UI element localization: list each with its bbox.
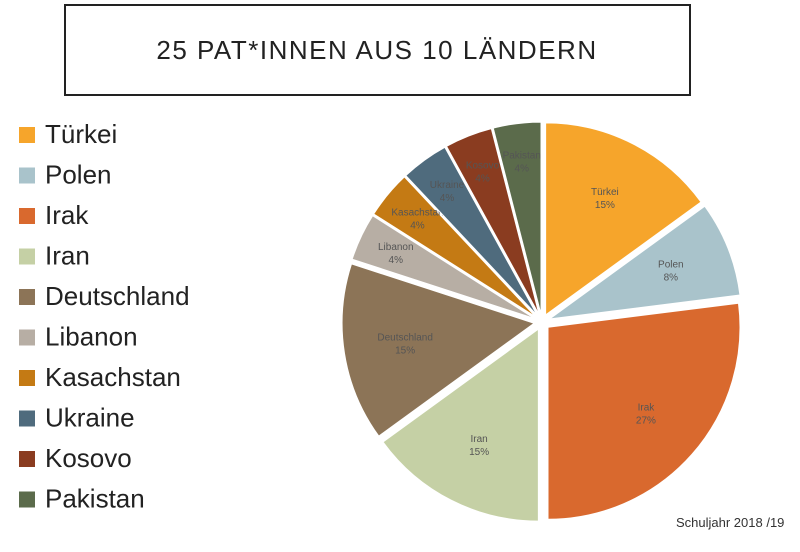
slice-value-label: 15% [595,200,615,211]
slice-value-label: 27% [636,415,656,426]
legend-swatch [19,167,35,184]
legend-label: Irak [45,200,89,230]
slice-value-label: 15% [395,345,415,356]
slice-label: Türkei [591,187,619,198]
slice-label: Pakistan [503,150,541,161]
pie-slice [492,121,542,315]
slice-value-label: 4% [475,173,490,184]
legend-label: Deutschland [45,281,190,311]
slice-value-label: 4% [440,193,455,204]
pie-slice [373,176,537,318]
slice-label: Ukraine [430,180,465,191]
legend-swatch [19,248,35,265]
legend-swatch [19,370,35,386]
slice-value-label: 4% [515,163,530,174]
slice-label: Iran [470,434,487,445]
legend-label: Polen [45,159,112,189]
legend-swatch [19,289,35,305]
legend-swatch [19,491,35,508]
pie-slice [445,127,540,315]
pie-slice [341,263,536,437]
slice-value-label: 8% [664,273,679,284]
legend-label: Iran [45,240,90,270]
slice-value-label: 4% [389,255,404,266]
pie-slice [549,205,741,320]
legend-label: Libanon [45,321,138,351]
legend-label: Türkei [45,119,117,149]
slice-label: Polen [658,260,684,271]
pie-slice [547,302,741,520]
pie-slice [405,146,538,316]
legend-swatch [19,329,35,346]
legend-swatch [19,127,35,143]
source-note: Schuljahr 2018 /19 [676,515,785,530]
slice-value-label: 4% [410,221,425,232]
legend-label: Kasachstan [45,362,181,392]
legend-swatch [19,451,35,467]
slice-label: Kasachstan [391,208,443,219]
legend-label: Ukraine [45,402,135,432]
legend-label: Pakistan [45,483,145,513]
slice-label: Deutschland [377,332,433,343]
pie-slice [382,328,539,522]
slice-label: Kosovo [466,160,500,171]
title-box [64,4,691,96]
legend-label: Kosovo [45,443,132,473]
pie-slice [351,215,536,320]
pie-slice [545,122,702,316]
legend-swatch [19,410,35,427]
slice-label: Libanon [378,242,414,253]
chart-title: 25 PAT*INNEN AUS 10 LÄNDERN [156,35,597,65]
legend-swatch [19,208,35,224]
slice-value-label: 15% [469,447,489,458]
slice-label: Irak [638,402,656,413]
